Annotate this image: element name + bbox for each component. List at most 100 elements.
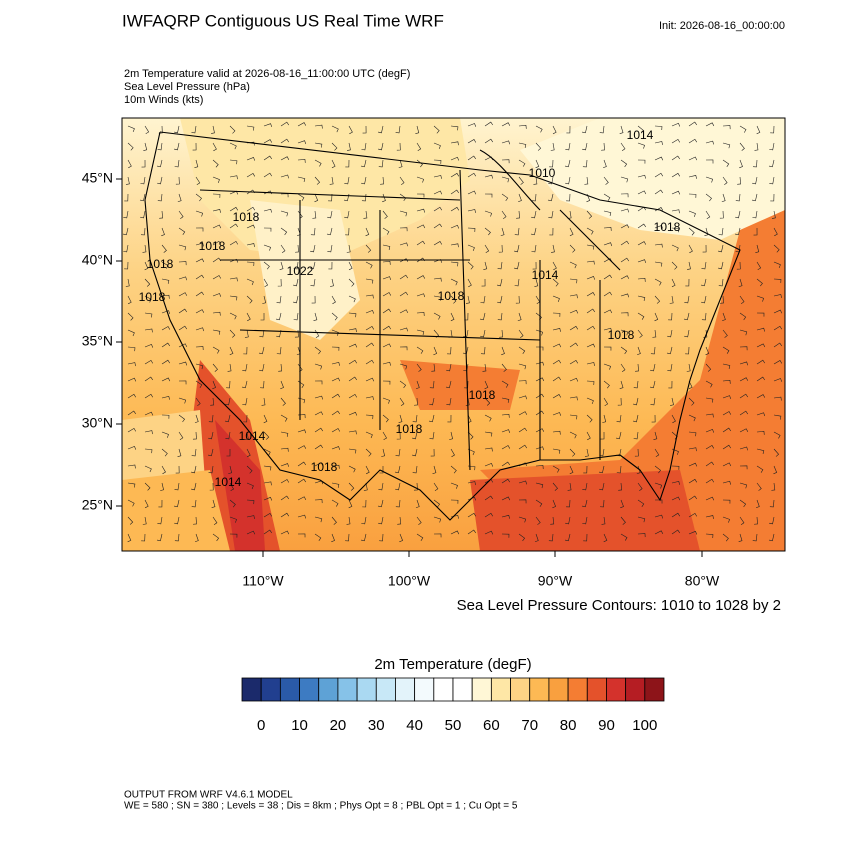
wind-barb	[586, 343, 596, 348]
wind-barb	[229, 295, 238, 301]
wind-barb	[671, 209, 680, 214]
wind-barb	[756, 394, 766, 399]
wind-barb	[365, 414, 374, 420]
wind-barb	[382, 380, 391, 385]
wind-barb	[331, 482, 340, 488]
wind-barb	[211, 499, 216, 508]
wind-barb	[244, 431, 249, 440]
wind-barb	[263, 529, 273, 535]
wind-barb	[377, 499, 384, 508]
wind-barb	[569, 278, 578, 284]
wind-barb	[297, 429, 307, 434]
wind-barb	[142, 516, 147, 525]
wind-barb	[229, 329, 236, 338]
wind-barb	[433, 499, 441, 508]
wind-barb	[654, 125, 663, 131]
wind-barb	[569, 431, 577, 439]
field-label: 2m Temperature valid at 2026-08-16_11:00…	[124, 68, 410, 80]
wind-barb	[569, 448, 576, 457]
wind-barb	[312, 210, 317, 219]
colorbar-box	[241, 677, 262, 702]
wind-barb	[547, 193, 554, 202]
wind-barb	[144, 482, 151, 491]
colorbar: 0 10 20 30 40 50 60 70 80 90 100	[241, 677, 665, 734]
wind-barb	[688, 462, 698, 467]
wind-barb	[246, 261, 255, 267]
wind-barb	[620, 224, 630, 229]
wind-barb	[178, 292, 188, 297]
colorbar-label: 60	[483, 717, 500, 734]
lon-label: 100°W	[388, 573, 431, 589]
wind-barb	[242, 363, 248, 372]
wind-barb	[144, 261, 149, 271]
wind-barb	[739, 125, 747, 133]
wind-barb	[637, 142, 645, 149]
wind-barb	[651, 414, 656, 423]
footer-line: OUTPUT FROM WRF V4.6.1 MODEL	[124, 790, 293, 801]
wind-barb	[127, 329, 135, 337]
wind-barb	[514, 244, 520, 253]
wind-barb	[535, 142, 542, 151]
wind-barb	[263, 481, 272, 486]
wind-barb	[654, 278, 662, 286]
wind-barb	[688, 156, 698, 161]
wind-barb	[669, 295, 674, 304]
wind-barb	[297, 496, 307, 501]
wind-barb	[633, 431, 639, 440]
wind-barb	[637, 295, 646, 302]
field-label: Sea Level Pressure (hPa)	[124, 81, 250, 93]
footer-line: WE = 580 ; SN = 380 ; Levels = 38 ; Dis …	[124, 801, 518, 812]
wind-barb	[246, 157, 256, 161]
wind-barb	[499, 329, 503, 338]
wind-barb	[261, 397, 266, 406]
wind-barb	[330, 278, 334, 287]
wind-barb	[246, 125, 255, 131]
wind-barb	[297, 176, 306, 183]
wind-barb	[195, 309, 205, 314]
wind-barb	[348, 376, 358, 382]
wind-barb	[161, 278, 170, 284]
wind-barb	[756, 312, 765, 317]
wind-barb	[773, 431, 781, 439]
wind-barb	[429, 380, 435, 389]
wind-barb	[195, 176, 201, 186]
wind-barb	[331, 159, 336, 169]
wind-barb	[361, 516, 367, 525]
wind-barb	[141, 159, 146, 168]
wind-barb	[395, 125, 401, 134]
wind-barb	[637, 312, 645, 320]
wind-barb	[701, 312, 707, 321]
wind-barb	[564, 533, 571, 542]
wind-barb	[194, 159, 199, 168]
wind-barb	[654, 312, 659, 322]
wind-barb	[263, 448, 271, 456]
wind-barb	[654, 172, 664, 178]
wind-barb	[195, 242, 204, 247]
wind-barb	[552, 430, 561, 435]
wind-barb	[501, 122, 511, 127]
wind-barb	[395, 499, 401, 508]
wind-barb	[632, 414, 639, 423]
wind-barb	[212, 209, 221, 213]
wind-barb	[348, 359, 358, 365]
wind-barb	[535, 361, 544, 366]
wind-barb	[144, 448, 153, 454]
wind-barb	[314, 176, 321, 185]
wind-barb	[212, 346, 220, 354]
wind-barb	[193, 516, 197, 525]
wind-barb	[263, 139, 273, 144]
wind-barb	[328, 261, 333, 270]
wind-barb	[297, 478, 307, 484]
wind-barb	[467, 448, 475, 456]
wind-barb	[246, 206, 256, 212]
wind-barb	[194, 414, 199, 424]
wind-barb	[433, 312, 441, 320]
wind-barb	[191, 465, 197, 474]
wind-barb	[127, 482, 136, 488]
wind-barb	[467, 261, 474, 270]
wind-barb	[566, 125, 571, 134]
wind-barb	[654, 225, 664, 229]
wind-barb	[688, 121, 698, 127]
wind-barb	[705, 363, 712, 372]
wind-barb	[602, 159, 607, 169]
